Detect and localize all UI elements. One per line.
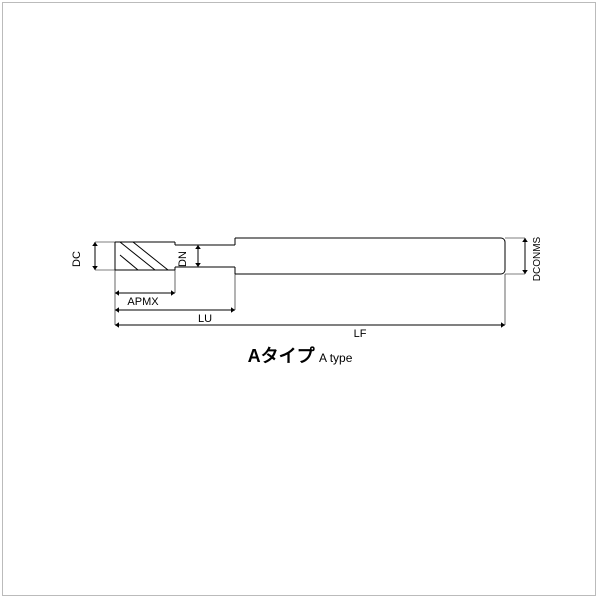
svg-text:LF: LF [354,328,367,340]
diagram-caption: Aタイプ A type [0,342,600,368]
caption-main: Aタイプ [248,346,315,366]
svg-text:DCONMS: DCONMS [532,236,543,281]
tool-diagram: DC DN DCONMS APMX LU LF [0,0,600,600]
svg-text:DC: DC [71,251,83,267]
svg-text:APMX: APMX [127,296,159,308]
svg-text:DN: DN [177,251,189,267]
svg-text:LU: LU [198,313,212,325]
caption-sub: A type [319,351,352,365]
